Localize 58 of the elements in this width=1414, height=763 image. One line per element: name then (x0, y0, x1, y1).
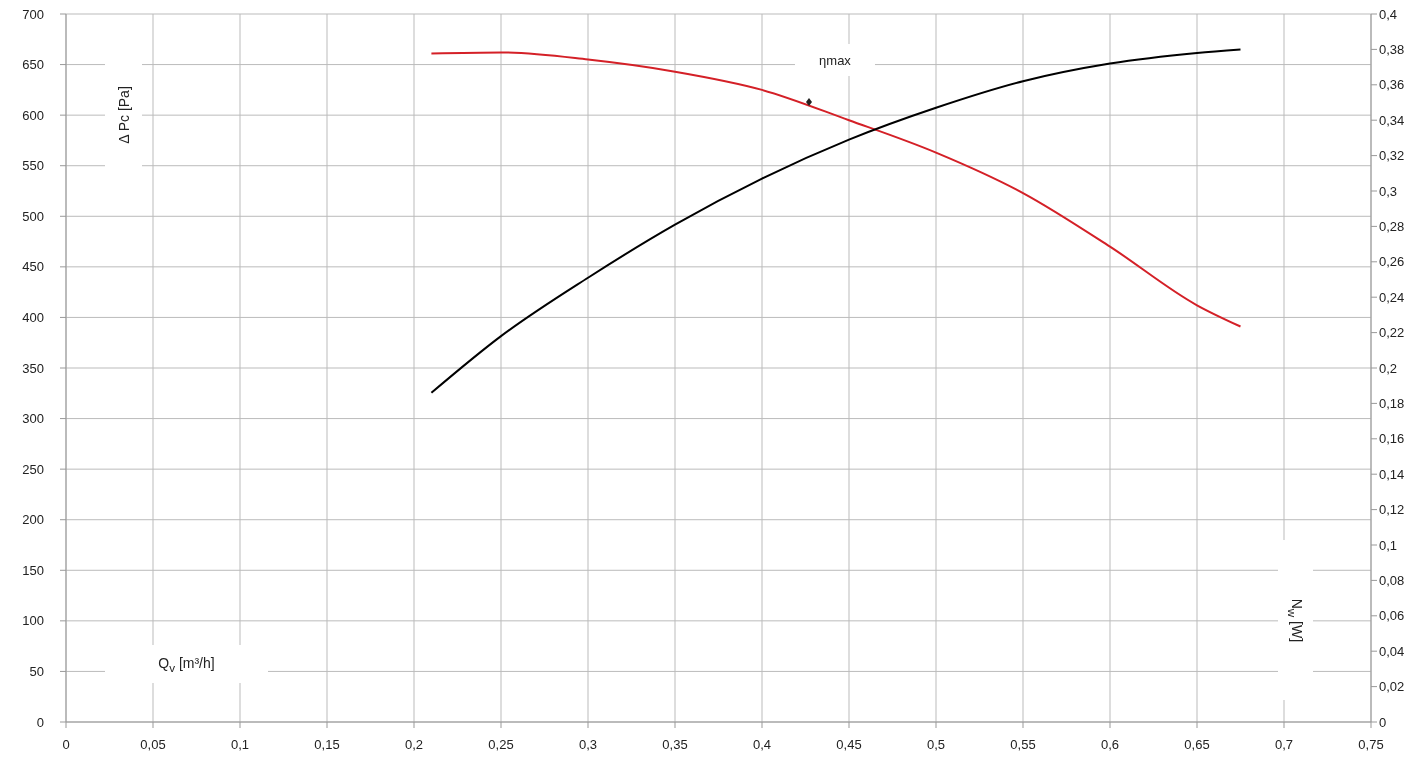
y2-tick-label: 0,38 (1379, 42, 1405, 58)
y2-tick-label: 0,08 (1379, 573, 1405, 589)
x-tick-label: 0,6 (1100, 737, 1120, 753)
y-tick-label: 200 (22, 512, 44, 528)
y2-tick-label: 0,3 (1379, 183, 1398, 199)
y2-tick-label: 0,1 (1379, 537, 1398, 553)
x-tick-label: 0,3 (578, 737, 598, 753)
y-tick-label: 600 (22, 107, 44, 123)
y2-tick-label: 0,24 (1379, 289, 1405, 305)
y-tick-label: 500 (22, 208, 44, 224)
y2-tick-label: 0,06 (1379, 608, 1405, 624)
x-tick-label: 0 (62, 737, 70, 753)
x-tick-label: 0,4 (752, 737, 772, 753)
y2-tick-label: 0 (1379, 714, 1387, 730)
y2-tick-label: 0,22 (1379, 325, 1405, 341)
y2-tick-label: 0,4 (1379, 6, 1398, 22)
x-axis-title: Q$_{v}$ [m³/h] (158, 654, 215, 674)
y2-tick-label: 0,28 (1379, 219, 1405, 235)
x-tick-label: 0,5 (926, 737, 946, 753)
y-tick-label: 700 (22, 6, 44, 22)
y-tick-label: 400 (22, 310, 44, 326)
x-tick-label: 0,25 (488, 737, 514, 753)
y-tick-label: 450 (22, 259, 44, 275)
y-axis-title: Δ Pc [Pa] (115, 86, 132, 144)
y-tick-label: 50 (29, 664, 44, 680)
x-tick-label: 0,15 (314, 737, 340, 753)
y2-tick-label: 0,32 (1379, 148, 1405, 164)
line-series (430, 48, 1242, 394)
label-backdrop: Q$_{v}$ [m³/h] (105, 645, 268, 683)
line-series (430, 51, 1242, 328)
x-tick-label: 0,65 (1184, 737, 1210, 753)
x-tick-label: 0,55 (1010, 737, 1036, 753)
y2-tick-label: 0,2 (1379, 360, 1398, 376)
y-tick-label: 300 (22, 411, 44, 427)
x-tick-label: 0,75 (1358, 737, 1384, 753)
x-tick-label: 0,7 (1274, 737, 1294, 753)
x-tick-label: 0,35 (662, 737, 688, 753)
x-tick-label: 0,1 (230, 737, 250, 753)
y2-tick-label: 0,34 (1379, 112, 1405, 128)
x-tick-label: 0,05 (140, 737, 166, 753)
x-tick-label: 0,45 (836, 737, 862, 753)
y-tick-label: 0 (36, 714, 44, 730)
y2-tick-label: 0,36 (1379, 77, 1405, 93)
y2-tick-label: 0,04 (1379, 643, 1405, 659)
y2-tick-label: 0,16 (1379, 431, 1405, 447)
y2-tick-label: 0,02 (1379, 679, 1405, 695)
y2-tick-label: 0,14 (1379, 466, 1405, 482)
y-tick-label: 650 (22, 57, 44, 73)
y-tick-label: 250 (22, 461, 44, 477)
y-tick-label: 550 (22, 158, 44, 174)
y-tick-label: 150 (22, 562, 44, 578)
x-tick-label: 0,2 (404, 737, 424, 753)
y2-tick-label: 0,12 (1379, 502, 1405, 518)
y2-tick-label: 0,18 (1379, 396, 1405, 412)
y2-tick-label: 0,26 (1379, 254, 1405, 270)
y-tick-label: 100 (22, 613, 44, 629)
y-tick-label: 350 (22, 360, 44, 376)
annotation: ηmax (819, 52, 852, 68)
